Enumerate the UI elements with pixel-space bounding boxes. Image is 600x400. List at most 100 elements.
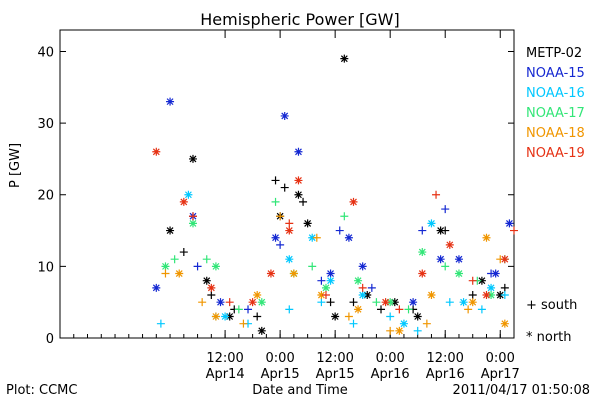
x-tick-label-date: Apr16 [371, 367, 410, 382]
data-point-south [404, 305, 413, 314]
data-point-north [326, 276, 335, 285]
x-tick-label-date: Apr17 [481, 367, 520, 382]
data-point-south [239, 319, 248, 328]
data-point-south [367, 283, 376, 292]
data-point-north [436, 226, 445, 235]
data-point-south [413, 326, 422, 335]
data-point-south [253, 312, 262, 321]
data-point-north [418, 269, 427, 278]
axis-ticks: 01020304012:00Apr140:00Apr1512:00Apr150:… [37, 30, 520, 382]
data-point-north [202, 276, 211, 285]
data-point-north [358, 262, 367, 271]
data-point-south [500, 283, 509, 292]
data-point-north [354, 276, 363, 285]
data-point-south [358, 283, 367, 292]
data-point-south [500, 291, 509, 300]
data-point-south [193, 262, 202, 271]
data-point-south [510, 226, 518, 235]
x-tick-label-time: 0:00 [486, 351, 515, 366]
data-point-north [253, 291, 262, 300]
data-point-north [225, 312, 234, 321]
y-tick-label: 30 [37, 117, 54, 132]
data-point-north [285, 226, 294, 235]
x-tick-label-time: 12:00 [206, 351, 243, 366]
data-point-north [399, 319, 408, 328]
x-tick-label-date: Apr14 [206, 367, 245, 382]
y-tick-label: 20 [37, 189, 54, 204]
y-tick-label: 0 [46, 332, 54, 347]
data-point-north [326, 269, 335, 278]
data-point-south [441, 262, 450, 271]
data-point-south [377, 305, 386, 314]
data-point-south [349, 319, 358, 328]
data-point-south [340, 212, 349, 221]
data-point-south [441, 205, 450, 214]
data-point-north [468, 298, 477, 307]
data-point-north [285, 255, 294, 264]
data-point-north [207, 283, 216, 292]
data-point-north [500, 255, 509, 264]
x-tick-label-time: 12:00 [426, 351, 463, 366]
data-point-south [344, 312, 353, 321]
data-point-north [184, 190, 193, 199]
legend-entry: NOAA-19 [526, 146, 585, 161]
legend: METP-02 NOAA-15 NOAA-16 NOAA-17 NOAA-18 NOAA-… [526, 44, 585, 164]
data-point-north [294, 190, 303, 199]
data-point-north [436, 255, 445, 264]
data-point-north [344, 233, 353, 242]
data-point-north [496, 291, 505, 300]
data-point-south [386, 312, 395, 321]
data-point-north [248, 298, 257, 307]
data-point-north [280, 111, 289, 120]
data-point-north [303, 219, 312, 228]
x-tick-label-date: Apr16 [426, 367, 465, 382]
data-point-north [340, 54, 349, 63]
data-point-north [166, 226, 175, 235]
plot-credit: Plot: CCMC [6, 383, 78, 398]
data-point-north [216, 298, 225, 307]
data-point-north [427, 291, 436, 300]
x-tick-label-date: Apr15 [316, 367, 355, 382]
data-point-north [179, 197, 188, 206]
data-point-north [271, 233, 280, 242]
data-point-north [266, 269, 275, 278]
legend-entry: NOAA-18 [526, 126, 585, 141]
data-point-south [468, 291, 477, 300]
data-point-north [409, 298, 418, 307]
data-marks [152, 54, 518, 335]
data-point-south [372, 298, 381, 307]
data-point-south [312, 233, 321, 242]
data-point-north [294, 176, 303, 185]
legend-north-symbol: * north [526, 330, 572, 345]
data-point-north [390, 298, 399, 307]
legend-entry: NOAA-16 [526, 86, 585, 101]
data-point-north [211, 262, 220, 271]
data-point-south [285, 305, 294, 314]
data-point-north [454, 255, 463, 264]
legend-entry: NOAA-15 [526, 66, 585, 81]
data-point-north [386, 298, 395, 307]
data-point-south [468, 276, 477, 285]
data-point-south [271, 176, 280, 185]
data-point-north [381, 298, 390, 307]
data-point-north [211, 312, 220, 321]
data-point-south [170, 255, 179, 264]
data-point-south [477, 305, 486, 314]
y-tick-label: 40 [37, 45, 54, 60]
data-point-north [257, 298, 266, 307]
y-tick-label: 10 [37, 260, 54, 275]
data-point-south [188, 212, 197, 221]
data-point-north [482, 233, 491, 242]
data-point-south [422, 319, 431, 328]
y-axis-label: P [GW] [8, 142, 23, 188]
data-point-north [308, 233, 317, 242]
data-point-south [326, 298, 335, 307]
data-point-south [464, 305, 473, 314]
data-point-south [418, 226, 427, 235]
data-point-south [317, 276, 326, 285]
data-point-north [349, 197, 358, 206]
data-point-south [335, 226, 344, 235]
data-point-south [317, 298, 326, 307]
data-point-north [477, 276, 486, 285]
data-point-north [294, 147, 303, 156]
